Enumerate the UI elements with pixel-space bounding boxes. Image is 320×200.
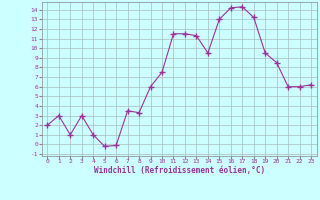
X-axis label: Windchill (Refroidissement éolien,°C): Windchill (Refroidissement éolien,°C) <box>94 166 265 175</box>
